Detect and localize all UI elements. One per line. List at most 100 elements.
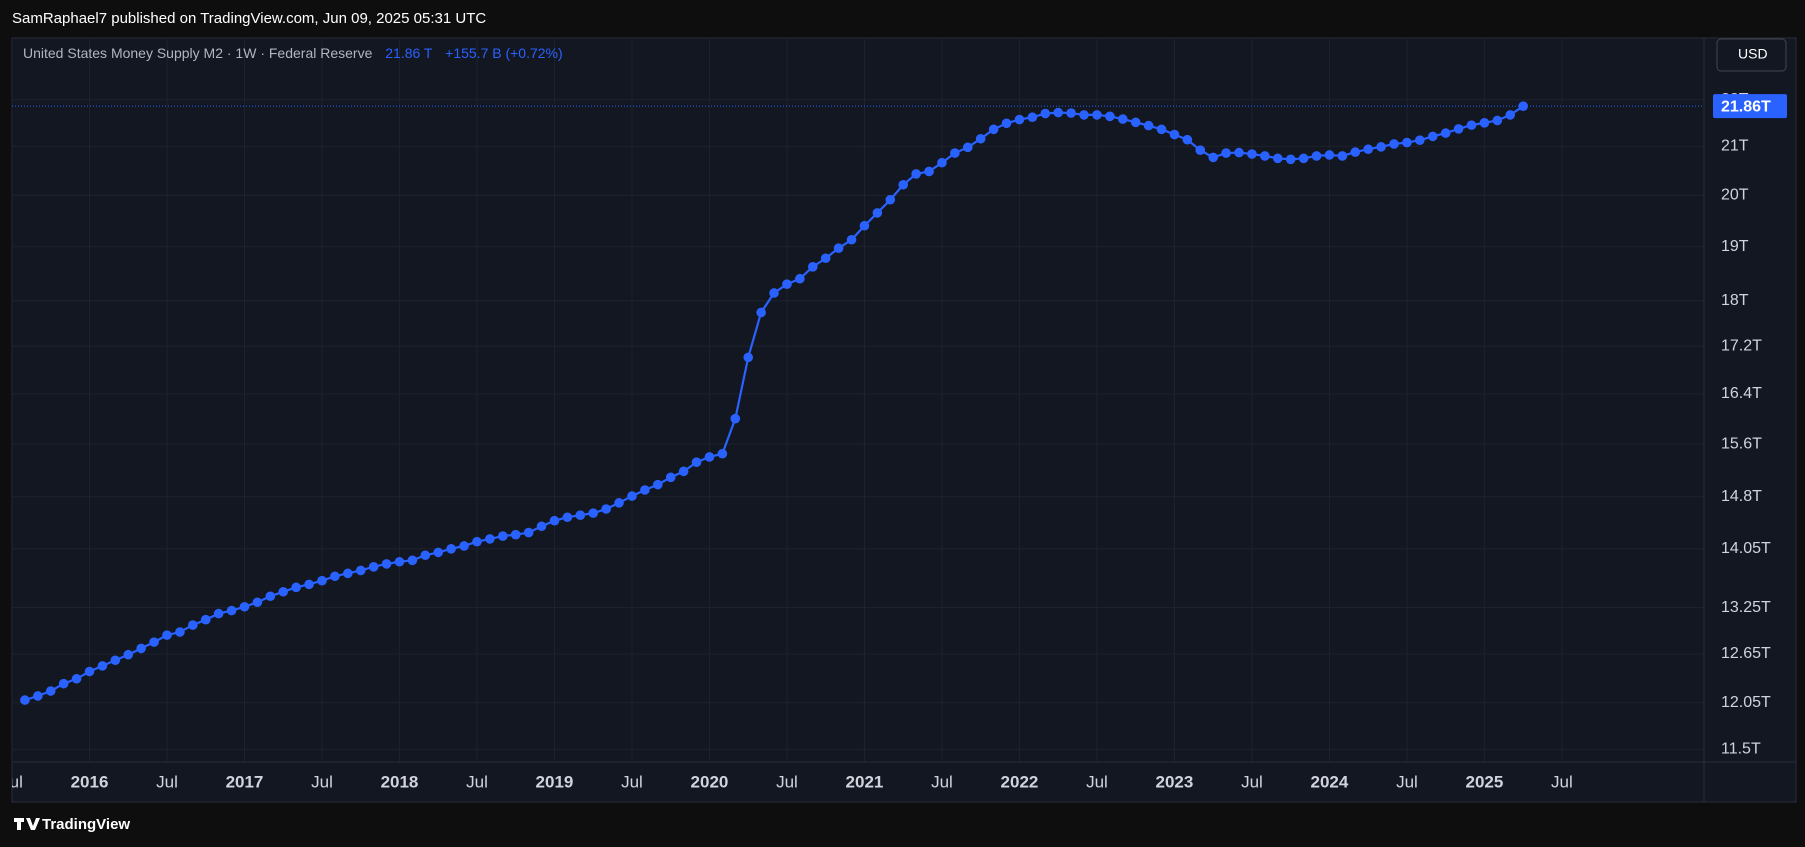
data-point [1453,124,1464,134]
data-point [1376,142,1386,152]
data-point [420,550,431,561]
data-point [459,541,469,551]
data-point [1518,101,1528,111]
chart-pane [11,37,1797,803]
data-point [330,571,340,582]
data-point [885,194,896,205]
plot-area [12,101,1704,705]
data-point [368,562,379,572]
data-point [846,234,857,245]
data-point [691,457,702,467]
data-point [510,529,521,540]
data-point [588,508,599,518]
data-point [1479,118,1490,128]
price-label-box [1713,94,1787,119]
data-point [84,666,95,677]
data-point [795,273,805,284]
data-point [1001,118,1012,129]
data-point [678,466,689,477]
data-point [355,565,366,576]
data-point [820,253,831,264]
x-tick-label: Jul [621,772,643,791]
data-point [1182,134,1193,145]
data-point [1014,114,1025,125]
data-point [1285,154,1296,165]
data-point [33,691,43,701]
data-point [523,527,534,538]
x-tick-label: Jul [156,772,178,791]
y-tick-label: 21T [1721,138,1749,155]
x-tick-label: Jul [1396,772,1418,791]
grid [12,38,1704,762]
x-tick-label: Jul [466,772,488,791]
data-point [45,686,56,696]
y-tick-label: 13.25T [1721,599,1771,616]
x-tick-label: 2020 [691,772,729,791]
data-point [265,591,276,602]
data-point [614,498,624,508]
data-point [200,614,211,625]
data-point [1130,117,1141,128]
data-point [20,695,30,705]
y-tick-label: 18T [1721,292,1749,309]
legend-change: +155.7 B (+0.72%) [445,45,563,61]
x-tick-label: 2018 [381,772,419,791]
x-tick-label: Jul [1,772,23,791]
data-point [123,649,134,660]
y-tick-label: 16.4T [1721,385,1762,402]
data-point [975,133,986,144]
data-point [97,661,108,671]
data-point [278,586,289,597]
x-tick-label: 2019 [536,772,574,791]
data-point [1169,129,1180,140]
data-point [962,142,973,153]
data-point [1079,110,1089,120]
x-tick-label: 2021 [846,772,884,791]
x-tick-label: Jul [1086,772,1108,791]
price-axis: 11.5T 12.05T 12.65T 13.25T 14.05T 14.8T 15.6T 1… [1721,91,1771,758]
y-tick-label: 20T [1721,186,1749,203]
data-point [446,544,456,554]
data-point [433,547,444,558]
data-point [549,515,560,526]
x-tick-label: Jul [776,772,798,791]
x-tick-label: Jul [311,772,333,791]
data-point [1440,128,1451,138]
data-point [304,579,314,590]
y-tick-label: 12.05T [1721,694,1771,711]
x-tick-label: Jul [931,772,953,791]
currency-button[interactable] [1716,38,1787,72]
data-point [601,504,611,514]
data-point [924,166,934,177]
y-tick-label: 12.65T [1721,645,1771,662]
data-point [407,555,418,566]
data-point [704,452,715,462]
legend: United States Money Supply M2 · 1W · Fed… [23,45,563,61]
data-point [756,307,766,318]
data-point [1066,108,1076,118]
data-point [1415,135,1425,145]
data-point [149,637,159,647]
data-point [1208,152,1218,163]
currency-label[interactable]: USD [1738,46,1768,62]
data-point [950,148,960,158]
x-tick-label: Jul [1551,772,1573,791]
data-point [1466,120,1477,130]
data-point [291,582,301,593]
data-point [188,620,198,630]
data-point [1092,110,1102,120]
data-point [730,413,741,424]
data-point [1272,153,1283,164]
data-point [807,262,818,272]
data-point [485,534,495,544]
y-tick-label: 11.5T [1721,741,1761,758]
y-tick-label: 17.2T [1721,337,1762,354]
data-point [1324,150,1335,160]
data-point [859,220,870,231]
data-point [653,479,663,490]
x-tick-label: 2023 [1156,772,1194,791]
data-point [252,597,263,608]
data-point [1505,110,1516,120]
